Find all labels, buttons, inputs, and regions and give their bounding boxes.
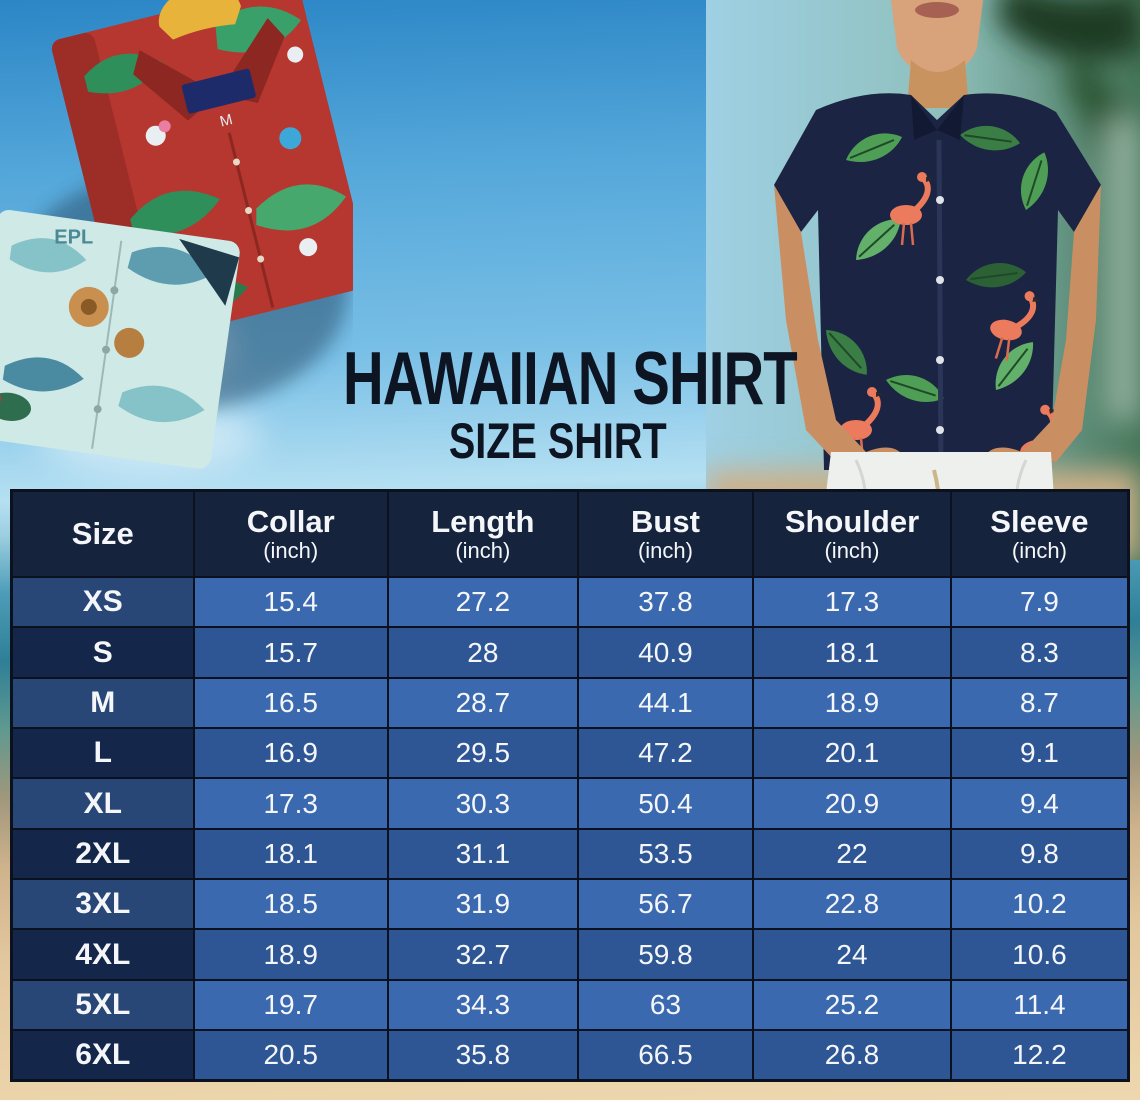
value-cell: 25.2 — [752, 978, 952, 1032]
value-cell: 17.3 — [752, 575, 952, 629]
value-cell: 24 — [752, 928, 952, 981]
value-cell: 10.6 — [949, 928, 1130, 981]
value-cell: 27.2 — [386, 575, 579, 629]
value-cell: 16.5 — [192, 676, 389, 730]
model-arm — [1022, 185, 1101, 462]
value-cell: 26.8 — [752, 1029, 952, 1082]
size-cell: S — [10, 626, 195, 679]
size-cell: 2XL — [10, 827, 195, 881]
value-cell: 22.8 — [752, 878, 952, 931]
title-block: HAWAIIAN SHIRT SIZE SHIRT — [312, 340, 804, 470]
value-cell: 30.3 — [386, 777, 579, 830]
value-cell: 28.7 — [386, 676, 579, 730]
value-cell: 22 — [752, 827, 952, 881]
size-cell: 5XL — [10, 978, 195, 1032]
value-cell: 20.9 — [752, 777, 952, 830]
column-header-collar: Collar (inch) — [192, 489, 389, 578]
value-cell: 44.1 — [576, 676, 755, 730]
value-cell: 40.9 — [576, 626, 755, 679]
size-cell: L — [10, 727, 195, 780]
teal-shirt-text: EPL — [54, 226, 93, 248]
model-photo — [706, 0, 1140, 560]
value-cell: 10.2 — [949, 878, 1130, 931]
value-cell: 11.4 — [949, 978, 1130, 1032]
table-row: M 16.5 28.7 44.1 18.9 8.7 — [10, 676, 1130, 730]
teal-hawaiian-shirt: EPL — [0, 209, 240, 469]
table-row: S 15.7 28 40.9 18.1 8.3 — [10, 626, 1130, 679]
value-cell: 37.8 — [576, 575, 755, 629]
table-row: 4XL 18.9 32.7 59.8 24 10.6 — [10, 928, 1130, 981]
header-row: Size Collar (inch) Length (inch) Bust (inch… — [10, 489, 1130, 578]
value-cell: 19.7 — [192, 978, 389, 1032]
value-cell: 9.1 — [949, 727, 1130, 780]
column-header-length: Length (inch) — [386, 489, 579, 578]
value-cell: 28 — [386, 626, 579, 679]
column-header-bust: Bust (inch) — [576, 489, 755, 578]
size-cell: 3XL — [10, 878, 195, 931]
value-cell: 34.3 — [386, 978, 579, 1032]
table-row: 6XL 20.5 35.8 66.5 26.8 12.2 — [10, 1029, 1130, 1082]
value-cell: 56.7 — [576, 878, 755, 931]
value-cell: 18.1 — [752, 626, 952, 679]
value-cell: 9.8 — [949, 827, 1130, 881]
table-row: XL 17.3 30.3 50.4 20.9 9.4 — [10, 777, 1130, 830]
flamingo-shirt — [774, 93, 1101, 482]
value-cell: 35.8 — [386, 1029, 579, 1082]
size-chart-table: Size Collar (inch) Length (inch) Bust (inch… — [10, 489, 1130, 1082]
value-cell: 59.8 — [576, 928, 755, 981]
value-cell: 18.1 — [192, 827, 389, 881]
table-row: 5XL 19.7 34.3 63 25.2 11.4 — [10, 978, 1130, 1032]
value-cell: 47.2 — [576, 727, 755, 780]
table-row: 2XL 18.1 31.1 53.5 22 9.8 — [10, 827, 1130, 881]
value-cell: 12.2 — [949, 1029, 1130, 1082]
value-cell: 31.1 — [386, 827, 579, 881]
value-cell: 31.9 — [386, 878, 579, 931]
value-cell: 7.9 — [949, 575, 1130, 629]
value-cell: 15.7 — [192, 626, 389, 679]
value-cell: 18.9 — [752, 676, 952, 730]
model-arm — [774, 185, 866, 460]
value-cell: 18.5 — [192, 878, 389, 931]
page-subtitle: SIZE SHIRT — [449, 411, 667, 470]
table-row: XS 15.4 27.2 37.8 17.3 7.9 — [10, 575, 1130, 629]
value-cell: 9.4 — [949, 777, 1130, 830]
folded-shirts-photo: M EPL — [0, 0, 353, 469]
red-shirt-size-tag: M — [218, 111, 234, 131]
size-cell: M — [10, 676, 195, 730]
value-cell: 66.5 — [576, 1029, 755, 1082]
value-cell: 8.3 — [949, 626, 1130, 679]
size-cell: 6XL — [10, 1029, 195, 1082]
value-cell: 17.3 — [192, 777, 389, 830]
table-row: L 16.9 29.5 47.2 20.1 9.1 — [10, 727, 1130, 780]
value-cell: 20.1 — [752, 727, 952, 780]
value-cell: 32.7 — [386, 928, 579, 981]
value-cell: 15.4 — [192, 575, 389, 629]
value-cell: 18.9 — [192, 928, 389, 981]
value-cell: 50.4 — [576, 777, 755, 830]
table-row: 3XL 18.5 31.9 56.7 22.8 10.2 — [10, 878, 1130, 931]
value-cell: 8.7 — [949, 676, 1130, 730]
value-cell: 29.5 — [386, 727, 579, 780]
size-cell: XS — [10, 575, 195, 629]
column-header-shoulder: Shoulder (inch) — [752, 489, 952, 578]
model-neck — [907, 60, 969, 108]
value-cell: 20.5 — [192, 1029, 389, 1082]
page-title: HAWAIIAN SHIRT — [342, 335, 798, 421]
value-cell: 16.9 — [192, 727, 389, 780]
value-cell: 53.5 — [576, 827, 755, 881]
model-face — [891, 0, 983, 74]
value-cell: 63 — [576, 978, 755, 1032]
size-cell: XL — [10, 777, 195, 830]
size-cell: 4XL — [10, 928, 195, 981]
column-header-size: Size — [10, 489, 195, 578]
column-header-sleeve: Sleeve (inch) — [949, 489, 1130, 578]
